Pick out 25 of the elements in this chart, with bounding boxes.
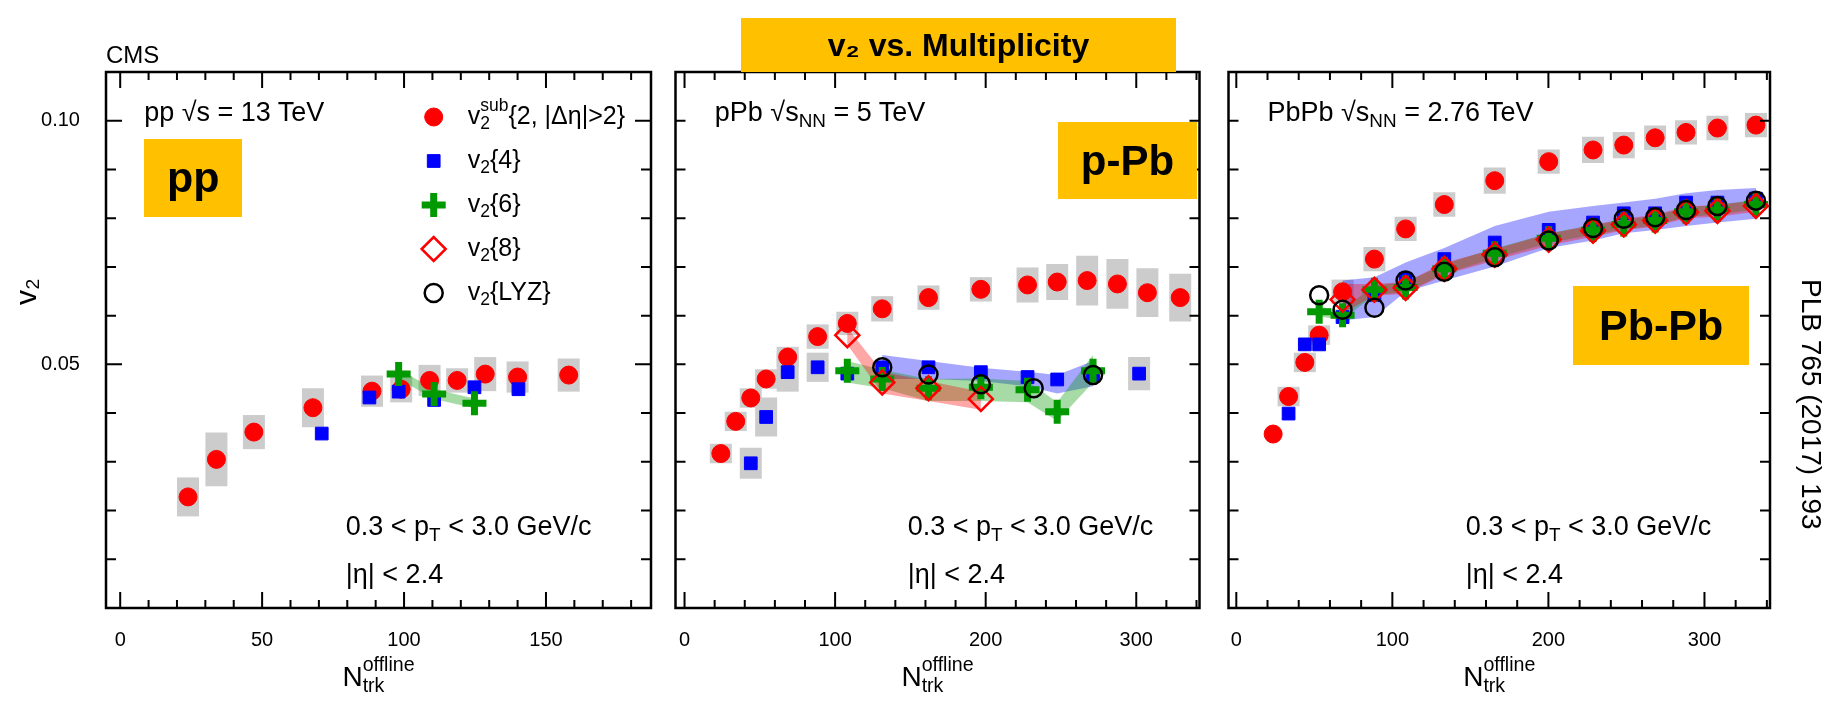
annotation: pp [144,139,243,217]
annotation: Pb-Pb [1572,286,1750,366]
annotation: |η| < 2.4 [907,559,1005,590]
x-tick-label: 300 [1687,627,1722,650]
y-tick-label: 0.05 [41,351,80,374]
chart-title: v₂ vs. Multiplicity [741,18,1176,72]
x-tick-label: 100 [1375,627,1410,650]
annotation: |η| < 2.4 [345,559,444,590]
annotation: |η| < 2.4 [1465,559,1564,590]
x-tick-label: 200 [1531,627,1566,650]
annotation: p-Pb [1058,122,1197,200]
text: PLB 765 (2017) 193 [1796,279,1828,530]
annotation: pp √s = 13 TeV [144,96,325,127]
x-tick-label: 150 [529,627,563,650]
text: CMS [106,40,160,68]
x-tick-label: 100 [818,627,852,650]
x-tick-label: 300 [1119,627,1153,650]
x-tick-label: 0 [1230,627,1242,650]
x-tick-label: 50 [250,627,274,650]
x-tick-label: 0 [678,627,691,650]
x-tick-label: 200 [969,627,1003,650]
x-tick-label: 100 [387,627,421,650]
x-tick-label: 0 [114,627,126,650]
y-tick-label: 0.10 [41,108,80,131]
y-axis-title: v₂ [9,278,43,306]
